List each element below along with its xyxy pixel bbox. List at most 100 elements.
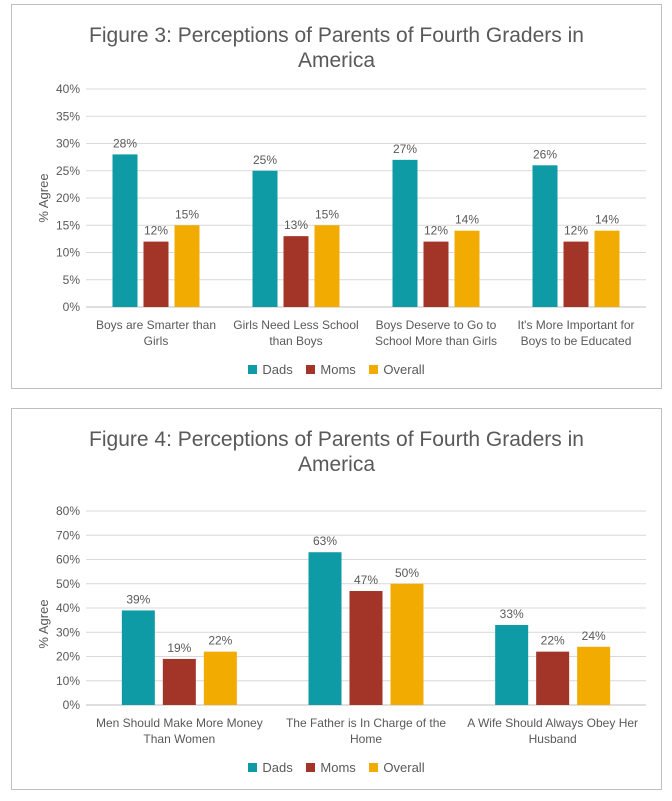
legend-item-dads: Dads (248, 760, 293, 775)
y-tick-label: 40% (56, 601, 80, 615)
data-label: 12% (144, 224, 168, 238)
bar-overall (454, 230, 480, 307)
x-tick-label: It's More Important for (518, 318, 635, 332)
bar-dads (532, 165, 558, 307)
x-tick-label: Men Should Make More Money (96, 716, 263, 730)
data-label: 19% (167, 641, 191, 655)
legend-item-overall: Overall (369, 760, 425, 775)
legend-swatch-moms (306, 365, 316, 374)
data-label: 26% (533, 147, 557, 161)
data-label: 27% (393, 142, 417, 156)
bar-dads (495, 624, 529, 705)
x-tick-label: Than Women (143, 732, 215, 746)
legend-label: Moms (320, 760, 356, 775)
legend-item-moms: Moms (306, 760, 356, 775)
y-tick-label: 10% (56, 674, 80, 688)
data-label: 24% (582, 629, 606, 643)
chart-title: Figure 4: Perceptions of Parents of Four… (89, 428, 584, 476)
y-tick-label: 70% (56, 528, 80, 542)
legend-item-overall: Overall (369, 362, 425, 377)
data-label: 14% (595, 213, 619, 227)
y-tick-label: 0% (63, 698, 81, 712)
x-tick-label: School More than Girls (375, 334, 497, 348)
data-label: 25% (253, 153, 277, 167)
x-tick-label: Girls Need Less School (233, 318, 358, 332)
bar-moms (563, 241, 589, 307)
data-label: 47% (354, 573, 378, 587)
data-label: 22% (208, 634, 232, 648)
y-tick-label: 20% (56, 191, 80, 205)
y-tick-label: 25% (56, 164, 80, 178)
bar-dads (308, 552, 342, 705)
bar-dads (252, 170, 278, 307)
data-label: 22% (541, 634, 565, 648)
data-label: 13% (284, 218, 308, 232)
y-tick-label: 80% (56, 504, 80, 518)
legend-swatch-overall (369, 365, 379, 374)
chart-title: Figure 3: Perceptions of Parents of Four… (89, 24, 584, 72)
figure-3-panel: 0% 5% 10% 15% 20% 25% 30% 35% 40% % Agree 28% 12% 15… (11, 4, 662, 389)
figure-3-plot: 0% 5% 10% 15% 20% 25% 30% 35% 40% % Agree 28% 12% 15… (36, 82, 646, 348)
data-label: 50% (395, 566, 419, 580)
bar-overall (174, 225, 200, 307)
bar-dads (121, 610, 155, 705)
y-axis-label: % Agree (36, 173, 51, 222)
x-tick-label: than Boys (269, 334, 322, 348)
chart-legend: Dads Moms Overall (12, 362, 661, 377)
bar-moms (536, 651, 570, 705)
data-label: 14% (455, 213, 479, 227)
bar-dads (392, 159, 418, 307)
chart-legend: Dads Moms Overall (12, 760, 661, 775)
legend-item-dads: Dads (248, 362, 293, 377)
y-tick-label: 35% (56, 109, 80, 123)
y-tick-label: 20% (56, 650, 80, 664)
legend-swatch-overall (369, 763, 379, 772)
legend-label: Overall (383, 362, 425, 377)
y-axis-label: % Agree (36, 599, 51, 648)
data-label: 12% (424, 224, 448, 238)
bar-moms (349, 591, 383, 705)
y-tick-label: 30% (56, 137, 80, 151)
bar-moms (283, 236, 309, 307)
legend-label: Dads (262, 362, 293, 377)
y-tick-label: 5% (63, 273, 81, 287)
x-tick-label: Boys are Smarter than (96, 318, 216, 332)
x-tick-label: Home (350, 732, 382, 746)
data-label: 28% (113, 136, 137, 150)
bar-overall (314, 225, 340, 307)
data-label: 12% (564, 224, 588, 238)
bar-moms (143, 241, 169, 307)
y-tick-label: 50% (56, 577, 80, 591)
y-tick-label: 15% (56, 218, 80, 232)
x-tick-label: Girls (144, 334, 169, 348)
legend-label: Overall (383, 760, 425, 775)
figure-4-panel: 0% 10% 20% 30% 40% 50% 60% 70% 80% % Agree 39% 19% 2… (11, 408, 662, 790)
data-label: 15% (175, 207, 199, 221)
legend-swatch-dads (248, 763, 258, 772)
y-tick-label: 40% (56, 82, 80, 96)
x-tick-label: A Wife Should Always Obey Her (467, 716, 638, 730)
legend-label: Moms (320, 362, 356, 377)
data-label: 15% (315, 207, 339, 221)
bar-moms (162, 658, 196, 705)
bar-overall (390, 583, 424, 705)
y-tick-label: 10% (56, 246, 80, 260)
x-tick-label: Boys to be Educated (521, 334, 632, 348)
bar-moms (423, 241, 449, 307)
data-label: 39% (126, 592, 150, 606)
y-tick-label: 0% (63, 300, 81, 314)
x-tick-label: Husband (529, 732, 577, 746)
x-tick-label: The Father is In Charge of the (286, 716, 446, 730)
bar-overall (594, 230, 620, 307)
bar-dads (112, 154, 138, 307)
data-label: 63% (313, 534, 337, 548)
y-tick-label: 30% (56, 625, 80, 639)
y-tick-label: 60% (56, 553, 80, 567)
data-label: 33% (500, 607, 524, 621)
legend-label: Dads (262, 760, 293, 775)
bar-overall (203, 651, 237, 705)
legend-swatch-moms (306, 763, 316, 772)
bar-overall (577, 646, 611, 705)
figure-4-plot: 0% 10% 20% 30% 40% 50% 60% 70% 80% % Agree 39% 19% 2… (36, 504, 646, 746)
legend-swatch-dads (248, 365, 258, 374)
